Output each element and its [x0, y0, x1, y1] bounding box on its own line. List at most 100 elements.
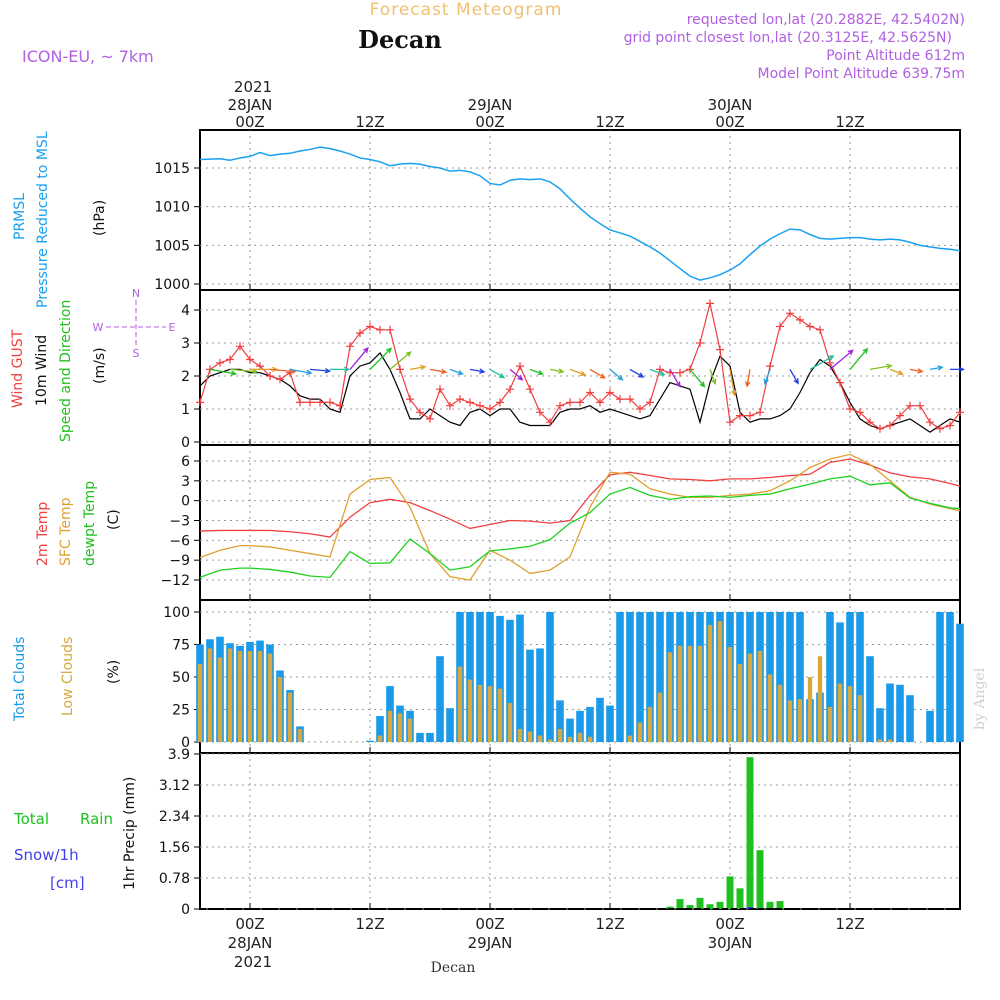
- wind-direction-arrow: [349, 346, 369, 370]
- header-subtitle: Forecast Meteogram: [370, 0, 563, 20]
- gust-marker: [766, 362, 774, 371]
- wind-direction-arrow: [929, 365, 944, 371]
- low-cloud-bar: [217, 657, 223, 742]
- top-tick-label: 12Z: [355, 113, 384, 131]
- wind-direction-arrow: [589, 368, 607, 379]
- low-cloud-bar: [247, 651, 253, 742]
- low-cloud-bar: [497, 688, 503, 742]
- bottom-tick-label: 00Z: [715, 915, 744, 933]
- total-cloud-bar: [866, 656, 874, 742]
- y-tick-label: −12: [160, 573, 190, 589]
- wind-direction-arrow: [789, 369, 799, 385]
- low-cloud-bar: [387, 710, 393, 742]
- gust-marker: [876, 424, 884, 433]
- low-cloud-bar: [257, 651, 263, 742]
- celsius-label: (C): [106, 509, 122, 530]
- compass-east: E: [169, 321, 176, 334]
- low-cloud-bar: [587, 736, 593, 742]
- gust-marker: [216, 358, 224, 367]
- rain-bar: [666, 906, 674, 909]
- cm-label: [cm]: [50, 874, 85, 892]
- low-cloud-bar: [877, 739, 883, 742]
- wind-direction-arrow: [950, 366, 965, 373]
- total-cloud-bar: [576, 710, 584, 742]
- gust-marker: [906, 401, 914, 410]
- gust-marker: [706, 299, 714, 308]
- wind-direction-arrow: [429, 368, 448, 375]
- precip-axis-label: 1hr Precip (mm): [122, 777, 138, 890]
- rain-bar: [706, 904, 714, 909]
- total-cloud-bar: [486, 612, 494, 742]
- total-cloud-bar: [556, 700, 564, 742]
- gust-marker: [376, 325, 384, 334]
- gust-marker: [386, 325, 394, 334]
- total-cloud-bar: [636, 612, 644, 742]
- rain-bar: [736, 888, 744, 909]
- total-cloud-bar: [886, 683, 894, 742]
- low-cloud-bar: [837, 683, 843, 742]
- top-tick-label: 12Z: [595, 113, 624, 131]
- gust-marker: [446, 401, 454, 410]
- bottom-time-axis: 00Z 12Z 00Z 12Z 00Z 12Z 28JAN 29JAN 30JAN: [228, 915, 865, 952]
- y-tick-label: 50: [172, 670, 190, 686]
- pressure-line: [199, 146, 961, 281]
- total-cloud-bar: [876, 708, 884, 742]
- low-cloud-bar: [517, 729, 523, 742]
- gust-label: Wind GUST: [10, 329, 26, 408]
- low-cloud-bar: [407, 718, 413, 742]
- gust-marker: [356, 329, 364, 338]
- bottom-tick-label: 00Z: [235, 915, 264, 933]
- gust-marker: [696, 339, 704, 347]
- low-cloud-bar: [627, 735, 633, 742]
- rain-bar: [686, 905, 694, 909]
- temperature-labels: 2m Temp SFC Temp dewpt Temp (C): [35, 481, 122, 566]
- total-cloud-bar: [586, 706, 594, 742]
- rain-bar: [676, 899, 684, 909]
- wind-direction-arrow: [449, 368, 464, 376]
- sfc-temp-label: SFC Temp: [58, 497, 74, 566]
- y-tick-label: 1000: [154, 277, 190, 293]
- gust-marker: [336, 401, 344, 410]
- total-cloud-bar: [896, 684, 904, 742]
- wind-direction-arrow: [529, 368, 544, 376]
- gust-marker: [726, 418, 734, 427]
- y-tick-label: 3: [181, 474, 190, 490]
- wind-direction-arrow: [389, 351, 412, 370]
- gust-marker: [846, 405, 854, 413]
- low-cloud-bar: [857, 695, 863, 742]
- low-cloud-bar: [727, 647, 733, 742]
- wind-direction-arrow: [709, 369, 717, 386]
- total-cloud-bar: [646, 612, 654, 742]
- total-cloud-bar: [436, 656, 444, 742]
- y-tick-label: 1.56: [159, 840, 190, 856]
- precip-panel: 0 0.78 1.56 2.34 3.12 3.9: [159, 747, 961, 918]
- top-time-axis: 00Z 12Z 00Z 12Z 00Z 12Z 28JAN 29JAN 30JAN: [228, 96, 865, 131]
- total-cloud-bar: [776, 612, 784, 742]
- top-year-label: 2021: [234, 78, 272, 96]
- total-cloud-bar: [796, 612, 804, 742]
- y-tick-label: −6: [169, 533, 190, 549]
- total-cloud-bar: [606, 705, 614, 742]
- rain-bar: [746, 757, 754, 909]
- low-cloud-bar: [277, 677, 283, 742]
- top-date-label: 28JAN: [228, 96, 273, 114]
- prmsl-label: PRMSL: [12, 193, 28, 240]
- gust-marker: [646, 398, 654, 407]
- gust-marker: [776, 322, 784, 331]
- sfc-temp-line: [199, 453, 961, 581]
- y-tick-label: 0: [181, 494, 190, 510]
- low-cloud-bar: [677, 645, 683, 742]
- wind-direction-arrow: [809, 355, 835, 370]
- low-cloud-bar: [197, 664, 203, 742]
- wind-panel: 0 1 2 3 4: [181, 289, 965, 451]
- point-altitude: Point Altitude 612m: [826, 48, 965, 64]
- watermark: by Angel: [972, 667, 988, 730]
- wind-direction-arrow: [509, 368, 524, 381]
- low-cloud-bar: [757, 651, 763, 742]
- total-cloud-bar: [836, 622, 844, 742]
- total-cloud-bar: [496, 615, 504, 742]
- rain-label: Rain: [80, 810, 113, 828]
- low-cloud-bar: [647, 706, 653, 742]
- gust-marker: [676, 368, 684, 377]
